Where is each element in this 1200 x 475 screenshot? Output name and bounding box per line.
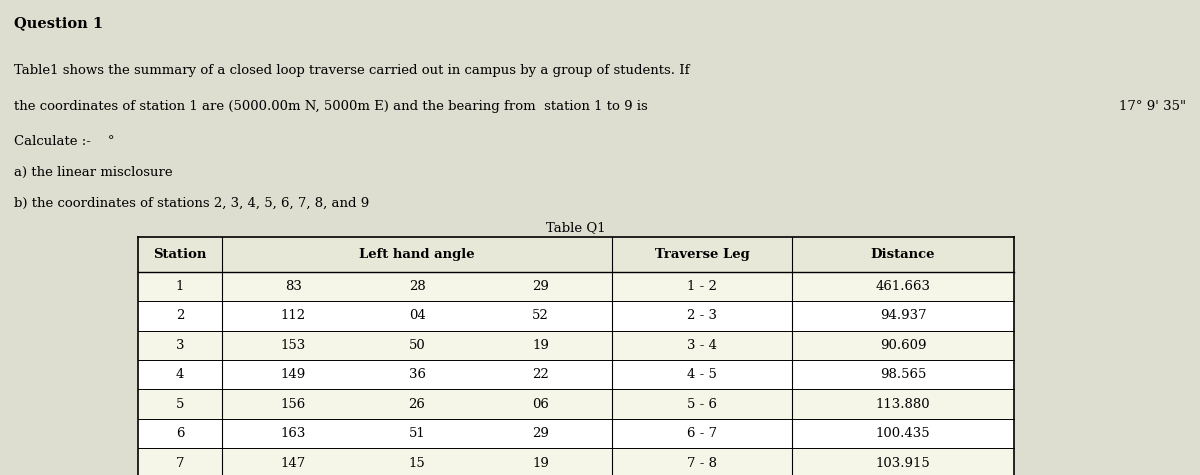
Text: 2 - 3: 2 - 3 [686,309,718,323]
Bar [138,331,1014,360]
Text: 7: 7 [175,456,185,470]
Bar [138,301,1014,331]
Text: 04: 04 [409,309,425,323]
Bar [138,448,1014,475]
Text: 7 - 8: 7 - 8 [686,456,718,470]
Text: 147: 147 [281,456,306,470]
Text: 2: 2 [176,309,184,323]
Text: Question 1: Question 1 [14,17,103,30]
Text: 6 - 7: 6 - 7 [686,427,718,440]
Text: 51: 51 [409,427,425,440]
Text: 3: 3 [175,339,185,352]
Text: 90.609: 90.609 [880,339,926,352]
Bar [138,272,1014,301]
Text: 36: 36 [408,368,426,381]
Text: 5: 5 [176,398,184,411]
Text: 6: 6 [175,427,185,440]
Text: 26: 26 [408,398,426,411]
Text: 113.880: 113.880 [876,398,930,411]
Text: 94.937: 94.937 [880,309,926,323]
Text: 1 - 2: 1 - 2 [688,280,716,293]
Text: the coordinates of station 1 are (5000.00m N, 5000m E) and the bearing from  sta: the coordinates of station 1 are (5000.0… [14,100,648,113]
Text: 28: 28 [409,280,425,293]
Text: 112: 112 [281,309,306,323]
Text: 52: 52 [532,309,548,323]
Text: Table Q1: Table Q1 [546,221,606,234]
Bar [138,360,1014,390]
Text: 163: 163 [281,427,306,440]
Bar [138,390,1014,419]
Text: 153: 153 [281,339,306,352]
Text: 22: 22 [532,368,548,381]
Text: 19: 19 [532,339,548,352]
Text: 461.663: 461.663 [876,280,930,293]
Text: 06: 06 [532,398,548,411]
Text: Left hand angle: Left hand angle [359,248,475,261]
Text: 29: 29 [532,427,548,440]
Text: 100.435: 100.435 [876,427,930,440]
Text: 50: 50 [409,339,425,352]
Text: 4 - 5: 4 - 5 [688,368,716,381]
Bar [138,238,1014,475]
Text: Station: Station [154,248,206,261]
Text: 149: 149 [281,368,306,381]
Text: Distance: Distance [871,248,935,261]
Text: 156: 156 [281,398,306,411]
Text: 103.915: 103.915 [876,456,930,470]
Text: 3 - 4: 3 - 4 [686,339,718,352]
Text: 4: 4 [176,368,184,381]
Text: Table1 shows the summary of a closed loop traverse carried out in campus by a gr: Table1 shows the summary of a closed loo… [14,64,690,77]
Bar [138,238,1014,272]
Text: 98.565: 98.565 [880,368,926,381]
Text: Traverse Leg: Traverse Leg [655,248,749,261]
Text: Calculate :-    °: Calculate :- ° [14,135,115,148]
Text: 5 - 6: 5 - 6 [686,398,718,411]
Text: 19: 19 [532,456,548,470]
Bar [138,419,1014,448]
Text: 29: 29 [532,280,548,293]
Text: 17° 9' 35": 17° 9' 35" [1118,100,1186,113]
Text: 1: 1 [176,280,184,293]
Text: a) the linear misclosure: a) the linear misclosure [14,166,173,179]
Text: 15: 15 [409,456,425,470]
Text: b) the coordinates of stations 2, 3, 4, 5, 6, 7, 8, and 9: b) the coordinates of stations 2, 3, 4, … [14,197,370,210]
Text: 83: 83 [286,280,302,293]
